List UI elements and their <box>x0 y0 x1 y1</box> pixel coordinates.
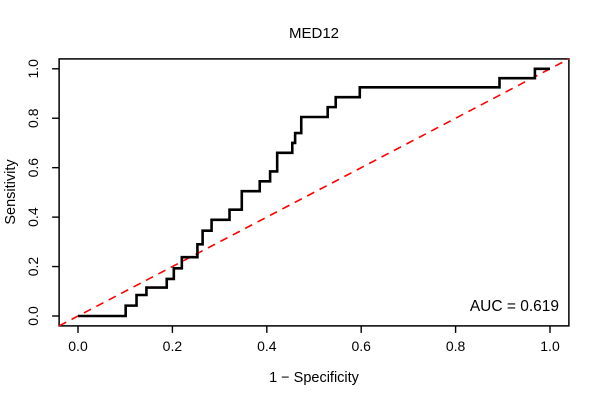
y-tick-label: 0.8 <box>25 108 41 128</box>
chance-diagonal-line <box>58 58 570 327</box>
x-tick-label: 0.0 <box>68 338 88 354</box>
y-tick-label: 1.0 <box>25 59 41 79</box>
x-tick-label: 0.6 <box>351 338 371 354</box>
axes-layer: 0.0 0.2 0.4 0.6 0.8 1.0 0.0 0.2 0.4 0.6 0.8 1.0 <box>25 58 570 354</box>
x-tick-label: 1.0 <box>540 338 560 354</box>
x-tick-label: 0.4 <box>257 338 277 354</box>
y-axis-label: Sensitivity <box>3 159 19 225</box>
plot-box <box>58 58 570 327</box>
x-tick-label: 0.2 <box>163 338 183 354</box>
auc-annotation: AUC = 0.619 <box>470 298 559 315</box>
y-tick-label: 0.0 <box>25 306 41 326</box>
y-tick-label: 0.2 <box>25 257 41 277</box>
x-tick-label: 0.8 <box>446 338 466 354</box>
chart-title: MED12 <box>289 25 339 42</box>
y-tick-label: 0.4 <box>25 207 41 227</box>
x-axis-label: 1 − Specificity <box>269 370 360 386</box>
roc-curve <box>78 67 550 318</box>
y-tick-label: 0.6 <box>25 158 41 178</box>
